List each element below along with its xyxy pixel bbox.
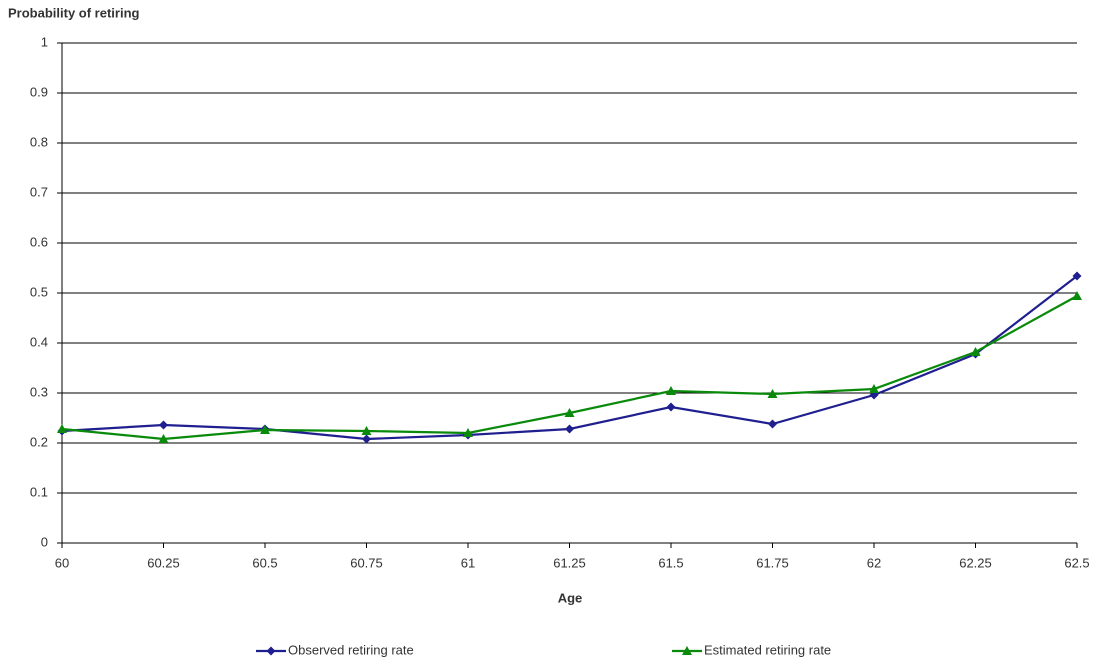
marker-triangle [158,434,169,443]
marker-diamond [1072,271,1082,281]
marker-diamond [266,646,276,656]
x-tick-label: 60.25 [147,555,180,570]
marker-triangle [682,646,692,655]
marker-triangle [57,424,67,433]
x-tick-label: 61.75 [756,555,789,570]
y-tick-label: 0 [41,534,48,549]
y-tick-label: 0.2 [30,434,48,449]
marker-triangle [260,425,270,434]
x-tick-label: 60.5 [252,555,277,570]
marker-triangle [767,389,778,398]
marker-diamond [159,420,168,430]
marker-triangle [666,386,676,395]
x-tick-label: 60 [55,555,69,570]
y-tick-label: 0.4 [30,334,48,349]
marker-diamond [666,402,676,412]
y-tick-label: 0.8 [30,134,48,149]
x-tick-label: 62.25 [959,555,992,570]
x-tick-label: 62 [867,555,881,570]
legend-label: Observed retiring rate [288,642,414,657]
marker-diamond [768,419,777,429]
x-tick-label: 61.25 [553,555,586,570]
y-tick-label: 0.5 [30,284,48,299]
marker-triangle [463,428,473,437]
series-line [61,295,1078,441]
marker-triangle [1072,291,1082,300]
marker-diamond [565,424,574,434]
y-tick-label: 0.9 [30,84,48,99]
x-axis-title: Age [558,590,583,605]
x-tick-label: 61 [461,555,475,570]
y-tick-label: 0.6 [30,234,48,249]
y-tick-label: 1 [41,34,48,49]
marker-triangle [361,426,372,435]
y-axis-title: Probability of retiring [8,5,140,20]
marker-triangle [564,408,575,417]
y-tick-label: 0.3 [30,384,48,399]
y-tick-label: 0.7 [30,184,48,199]
y-tick-label: 0.1 [30,484,48,499]
x-tick-label: 61.5 [658,555,683,570]
marker-diamond [362,434,371,444]
legend-label: Estimated retiring rate [704,642,831,657]
x-tick-label: 60.75 [350,555,383,570]
marker-triangle [869,384,879,393]
x-tick-label: 62.5 [1064,555,1089,570]
marker-triangle [970,347,981,356]
